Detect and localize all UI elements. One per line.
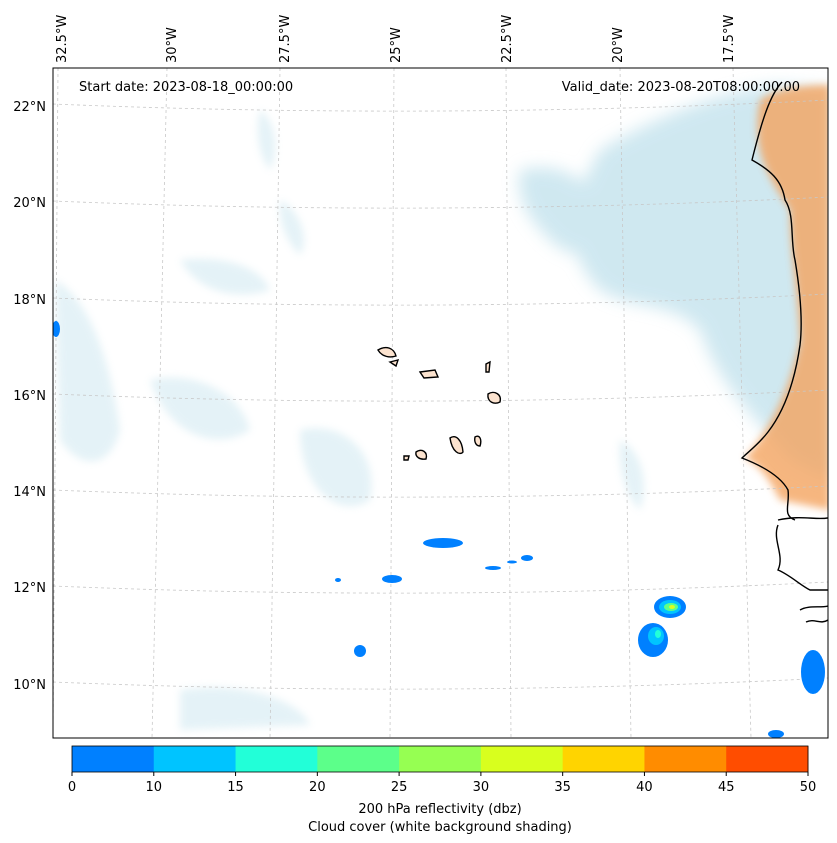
map-panel [53, 68, 828, 738]
lat-label: 22°N [13, 100, 46, 115]
colorbar-tick-label: 20 [309, 780, 326, 795]
colorbar-tick-label: 45 [718, 780, 735, 795]
colorbar-tick-label: 30 [473, 780, 490, 795]
colorbar-tick-label: 15 [227, 780, 244, 795]
coastline [377, 81, 828, 623]
cloud-cover-shading [55, 85, 828, 730]
colorbar-swatch [72, 746, 155, 772]
latitude-labels: 22°N 20°N 18°N 16°N 14°N 12°N 10°N [13, 100, 46, 693]
colorbar-swatch [644, 746, 727, 772]
colorbar-ticks: 0 10 15 20 25 30 35 40 45 50 [68, 772, 816, 795]
lat-label: 18°N [13, 293, 46, 308]
map-frame [52, 67, 829, 739]
longitude-labels: 32.5°W 30°W 27.5°W 25°W 22.5°W 20°W 17.5… [55, 15, 737, 63]
colorbar-tick-label: 50 [800, 780, 817, 795]
colorbar-swatches [72, 746, 809, 772]
lon-label: 27.5°W [278, 15, 293, 63]
lat-label: 12°N [13, 581, 46, 596]
lat-label: 10°N [13, 678, 46, 693]
colorbar-swatch [399, 746, 482, 772]
colorbar-tick-label: 35 [554, 780, 571, 795]
colorbar-caption-1: 200 hPa reflectivity (dbz) [358, 802, 521, 817]
valid-date-label: Valid_date: 2023-08-20T08:00:00.00 [562, 80, 800, 95]
cloud-cover-east [519, 85, 828, 479]
colorbar-tick-label: 40 [636, 780, 653, 795]
land-shading [745, 85, 828, 510]
cloud-cover-scattered [55, 110, 644, 730]
colorbar-swatch [480, 746, 564, 772]
lon-label: 25°W [389, 27, 404, 63]
colorbar-swatch [317, 746, 400, 772]
lon-label: 20°W [611, 27, 626, 63]
lat-label: 14°N [13, 485, 46, 500]
lat-label: 20°N [13, 196, 46, 211]
reflectivity-cells [53, 321, 825, 738]
colorbar-caption-2: Cloud cover (white background shading) [308, 820, 572, 835]
colorbar-swatch [235, 746, 318, 772]
graticule [53, 68, 828, 738]
lon-label: 30°W [165, 27, 180, 63]
lon-label: 22.5°W [500, 15, 515, 63]
lat-label: 16°N [13, 389, 46, 404]
colorbar-tick-label: 25 [391, 780, 408, 795]
colorbar-swatch [562, 746, 645, 772]
colorbar: 0 10 15 20 25 30 35 40 45 50 200 hPa reflectivity… [68, 745, 816, 835]
colorbar-outline [71, 745, 809, 773]
start-date-label: Start date: 2023-08-18_00:00:00 [79, 80, 293, 95]
colorbar-swatch [726, 746, 809, 772]
colorbar-swatch [153, 746, 237, 772]
colorbar-tick-label: 0 [68, 780, 76, 795]
lon-label: 32.5°W [55, 15, 70, 63]
colorbar-tick-label: 10 [146, 780, 163, 795]
lon-label: 17.5°W [722, 15, 737, 63]
